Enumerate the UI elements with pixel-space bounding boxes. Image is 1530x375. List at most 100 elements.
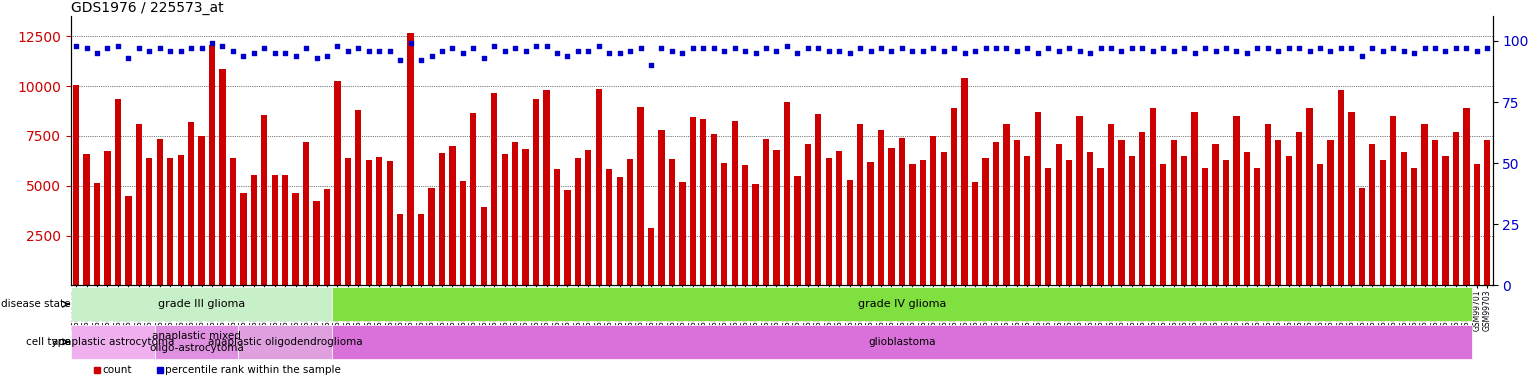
Bar [199, 136, 205, 285]
Point [1213, 45, 1238, 51]
Point [817, 48, 842, 54]
Point [147, 45, 171, 51]
Point [398, 40, 422, 46]
Bar [262, 116, 268, 285]
Point [1382, 45, 1406, 51]
Point [1360, 45, 1385, 51]
Point [346, 45, 370, 51]
Bar [1004, 124, 1010, 285]
Point [1109, 48, 1134, 54]
Text: grade IV glioma: grade IV glioma [858, 299, 946, 309]
Point [1088, 45, 1112, 51]
Bar [961, 78, 968, 285]
Text: anaplastic astrocytoma: anaplastic astrocytoma [52, 337, 174, 347]
Point [754, 45, 779, 51]
Bar [502, 154, 508, 285]
Bar [73, 85, 80, 285]
Bar [1265, 124, 1271, 285]
Bar [1463, 108, 1469, 285]
Bar [565, 190, 571, 285]
Bar [355, 111, 361, 285]
Bar [104, 151, 110, 285]
Bar [878, 130, 884, 285]
Bar [1244, 152, 1250, 285]
Bar [376, 157, 382, 285]
Point [692, 45, 716, 51]
Text: cell type: cell type [26, 337, 70, 347]
Bar [835, 151, 843, 285]
Bar [407, 33, 413, 285]
Bar [909, 164, 915, 285]
Bar [1411, 168, 1417, 285]
Point [1161, 48, 1186, 54]
Point [127, 45, 151, 51]
Bar [1255, 168, 1261, 285]
Bar [1045, 168, 1051, 285]
Point [994, 45, 1019, 51]
Bar [324, 189, 330, 285]
Point [471, 55, 496, 61]
Bar [1274, 140, 1281, 285]
Point [441, 45, 465, 51]
Point [1339, 45, 1363, 51]
Bar [679, 182, 685, 285]
Point [75, 45, 99, 51]
Bar [982, 158, 988, 285]
Point [711, 48, 736, 54]
Point [1349, 53, 1374, 58]
Bar [136, 124, 142, 285]
Bar [303, 142, 309, 285]
Bar [627, 159, 633, 285]
Point [869, 45, 894, 51]
Bar [753, 184, 759, 285]
Point [1131, 45, 1155, 51]
Point [1120, 45, 1144, 51]
Point [482, 43, 506, 49]
Point [1434, 48, 1458, 54]
Point [138, 48, 162, 54]
FancyBboxPatch shape [332, 325, 1472, 359]
Bar [1222, 160, 1229, 285]
Point [367, 48, 392, 54]
Point [1140, 48, 1164, 54]
Point [1014, 45, 1039, 51]
Bar [1296, 132, 1302, 285]
Point [1235, 50, 1259, 56]
Point [1454, 45, 1478, 51]
Point [733, 48, 757, 54]
Point [190, 45, 214, 51]
Point [763, 48, 788, 54]
Point [900, 48, 924, 54]
Bar [1077, 116, 1083, 285]
Point [252, 45, 277, 51]
Text: anaplastic mixed
oligo-astrocytoma: anaplastic mixed oligo-astrocytoma [148, 331, 243, 352]
Point [523, 43, 548, 49]
Bar [1484, 140, 1490, 285]
Point [1328, 45, 1353, 51]
Bar [690, 117, 696, 285]
Point [932, 48, 956, 54]
Bar [1034, 112, 1040, 285]
Bar [1181, 156, 1187, 285]
Point [326, 43, 350, 49]
Bar [1400, 152, 1406, 285]
Point [1401, 50, 1426, 56]
Bar [188, 122, 194, 285]
Bar [1024, 156, 1031, 285]
Bar [93, 183, 99, 285]
Bar [335, 81, 341, 285]
Point [283, 53, 308, 58]
Point [1224, 48, 1248, 54]
Bar [846, 180, 852, 285]
Point [116, 55, 141, 61]
Point [304, 55, 329, 61]
Point [220, 48, 245, 54]
Bar [1086, 152, 1094, 285]
Bar [480, 207, 487, 285]
Point [514, 48, 539, 54]
Point [659, 48, 684, 54]
Point [210, 43, 234, 49]
Bar [794, 176, 800, 285]
Bar [147, 158, 153, 285]
Bar [1212, 144, 1218, 285]
